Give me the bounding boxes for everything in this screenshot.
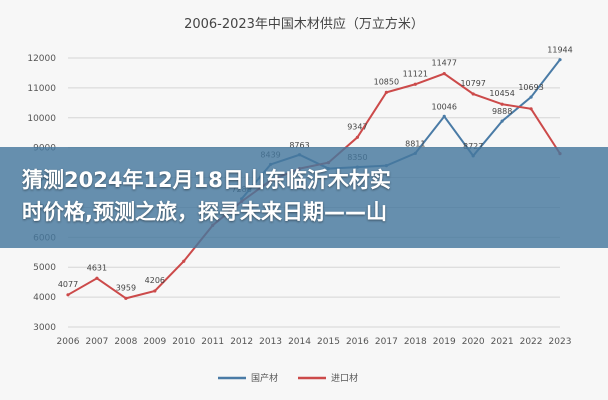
x-tick-label: 2009 [143,337,166,347]
x-tick-label: 2012 [230,337,253,347]
data-label: 11121 [403,69,428,78]
x-tick-label: 2010 [172,337,195,347]
data-point [355,135,360,139]
y-tick-label: 3000 [33,323,56,333]
x-tick-label: 2006 [57,337,80,347]
legend-label: 进口材 [331,372,358,384]
data-label: 10797 [460,79,485,88]
data-label: 10454 [489,89,514,98]
data-point [66,293,70,297]
x-tick-label: 2013 [259,337,282,347]
x-tick-label: 2018 [404,337,427,347]
data-label: 3959 [116,283,136,292]
headline-line-1: 猜测2024年12月18日山东临沂木材实 [22,168,391,192]
data-point [471,92,475,96]
data-point [95,276,99,280]
data-label: 4077 [58,280,78,289]
data-point [153,289,157,293]
legend-label: 国产材 [251,372,278,384]
x-tick-label: 2022 [520,337,543,347]
data-label: 10850 [374,77,399,86]
data-point [182,259,186,263]
data-point [384,90,388,94]
x-tick-label: 2019 [433,337,456,347]
data-label: 9888 [492,107,512,116]
x-tick-label: 2008 [114,337,137,347]
headline-line-2: 时价格,预测之旅，探寻未来日期——山 [22,200,387,224]
data-label: 8727 [463,142,483,151]
data-label: 9347 [347,122,367,131]
data-label: 8763 [289,141,309,150]
x-tick-label: 2007 [85,337,108,347]
data-point [442,72,446,76]
data-point [529,95,533,99]
y-tick-label: 5000 [33,263,56,273]
x-tick-label: 2011 [201,337,224,347]
y-tick-label: 11000 [27,84,56,94]
data-label: 11477 [432,59,457,68]
data-label: 8811 [405,139,425,148]
data-label: 11944 [547,46,572,55]
data-point [500,119,504,123]
y-tick-label: 4000 [33,293,56,303]
data-label: 10693 [518,83,543,92]
x-tick-label: 2014 [288,337,311,347]
x-tick-label: 2020 [462,337,485,347]
data-point [442,114,446,119]
data-label: 10046 [432,102,457,111]
x-tick-label: 2017 [375,337,398,347]
y-tick-label: 12000 [27,54,56,64]
x-tick-label: 2023 [549,337,572,347]
data-point [558,58,562,62]
data-point [529,107,533,111]
x-tick-label: 2016 [346,337,369,347]
data-point [124,296,128,300]
data-label: 4206 [145,276,165,285]
chart-title: 2006-2023年中国木材供应（万立方米） [184,16,424,32]
x-tick-label: 2021 [491,337,514,347]
x-tick-label: 2015 [317,337,340,347]
data-point [413,82,417,86]
data-point [500,102,504,106]
headline-banner: 猜测2024年12月18日山东临沂木材实 时价格,预测之旅，探寻未来日期——山 [0,147,608,248]
y-tick-label: 10000 [27,114,56,124]
data-label: 4631 [87,263,107,272]
